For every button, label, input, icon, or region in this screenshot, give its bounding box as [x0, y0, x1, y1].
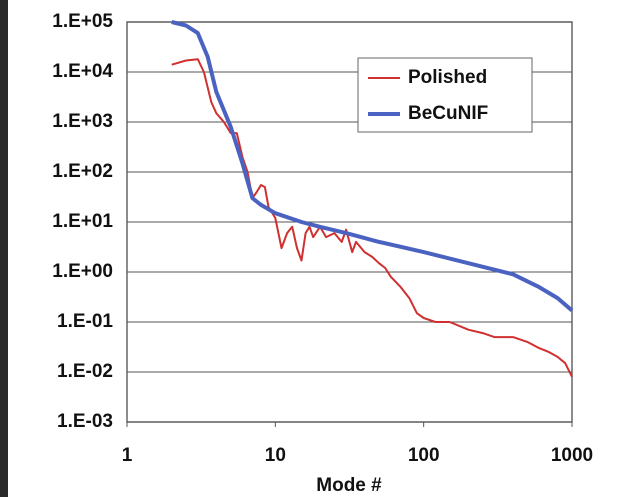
y-tick-label: 1.E-02	[57, 361, 113, 382]
y-tick-label: 1.E+01	[52, 211, 113, 232]
legend-label: Polished	[408, 67, 487, 88]
legend-box	[357, 57, 533, 133]
y-tick-label: 1.E+05	[52, 11, 113, 32]
line-series	[171, 58, 573, 378]
y-tick-label: 1.E-01	[57, 311, 113, 332]
y-tick-label: 1.E+02	[52, 161, 113, 182]
x-tick-label: 1000	[551, 445, 593, 466]
legend-label: BeCuNIF	[408, 103, 488, 124]
x-tick-label: 10	[265, 445, 286, 466]
y-tick-label: 1.E+03	[52, 111, 113, 132]
line-series	[171, 20, 574, 313]
x-tick-label: 100	[408, 445, 440, 466]
x-tick-label: 1	[122, 445, 133, 466]
x-axis-label: Mode #	[316, 475, 382, 496]
y-tick-label: 1.E+00	[52, 261, 113, 282]
y-tick-label: 1.E+04	[52, 61, 113, 82]
y-tick-label: 1.E-03	[57, 411, 113, 432]
edge-strip	[0, 0, 8, 497]
